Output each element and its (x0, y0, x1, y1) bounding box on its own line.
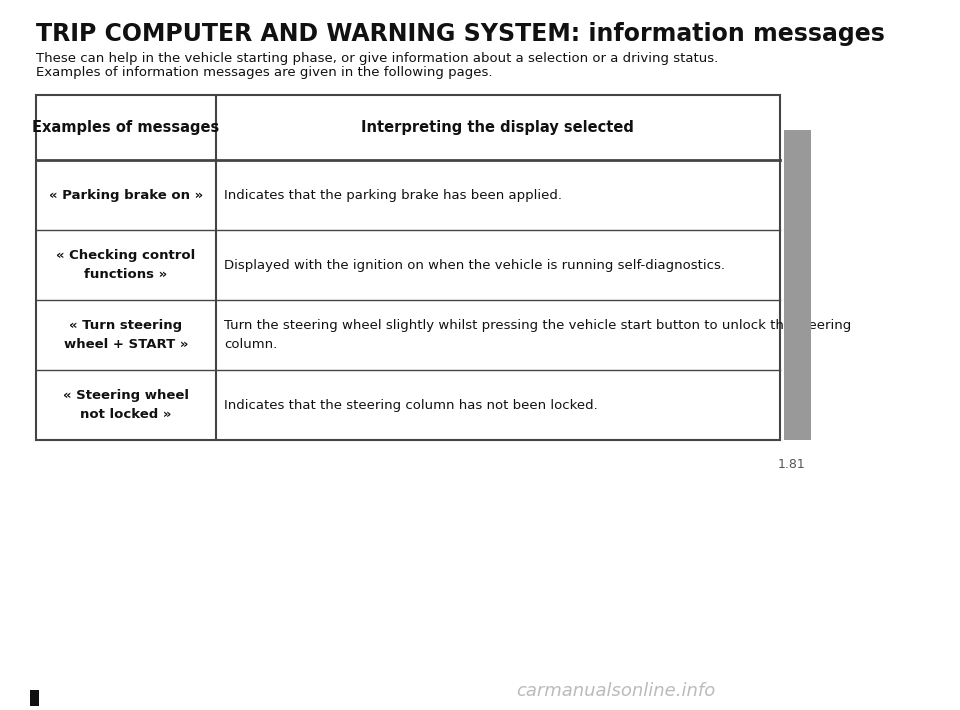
Text: Interpreting the display selected: Interpreting the display selected (361, 120, 635, 135)
Text: Indicates that the steering column has not been locked.: Indicates that the steering column has n… (225, 398, 598, 412)
Text: « Checking control
functions »: « Checking control functions » (57, 249, 196, 280)
Bar (36, 95, 780, 440)
Text: Indicates that the parking brake has been applied.: Indicates that the parking brake has bee… (225, 188, 563, 202)
Text: « Turn steering
wheel + START »: « Turn steering wheel + START » (63, 320, 188, 351)
Text: carmanualsonline.info: carmanualsonline.info (516, 682, 715, 700)
Text: 1.81: 1.81 (778, 458, 805, 471)
Text: Examples of messages: Examples of messages (33, 120, 220, 135)
Text: Displayed with the ignition on when the vehicle is running self-diagnostics.: Displayed with the ignition on when the … (225, 258, 726, 271)
Text: Turn the steering wheel slightly whilst pressing the vehicle start button to unl: Turn the steering wheel slightly whilst … (225, 320, 852, 351)
Text: « Parking brake on »: « Parking brake on » (49, 188, 204, 202)
Bar (784, 130, 811, 440)
Text: TRIP COMPUTER AND WARNING SYSTEM: information messages: TRIP COMPUTER AND WARNING SYSTEM: inform… (36, 22, 885, 46)
Text: « Steering wheel
not locked »: « Steering wheel not locked » (63, 390, 189, 420)
Text: Examples of information messages are given in the following pages.: Examples of information messages are giv… (36, 66, 492, 79)
Bar (30, 690, 38, 706)
Text: These can help in the vehicle starting phase, or give information about a select: These can help in the vehicle starting p… (36, 52, 718, 65)
